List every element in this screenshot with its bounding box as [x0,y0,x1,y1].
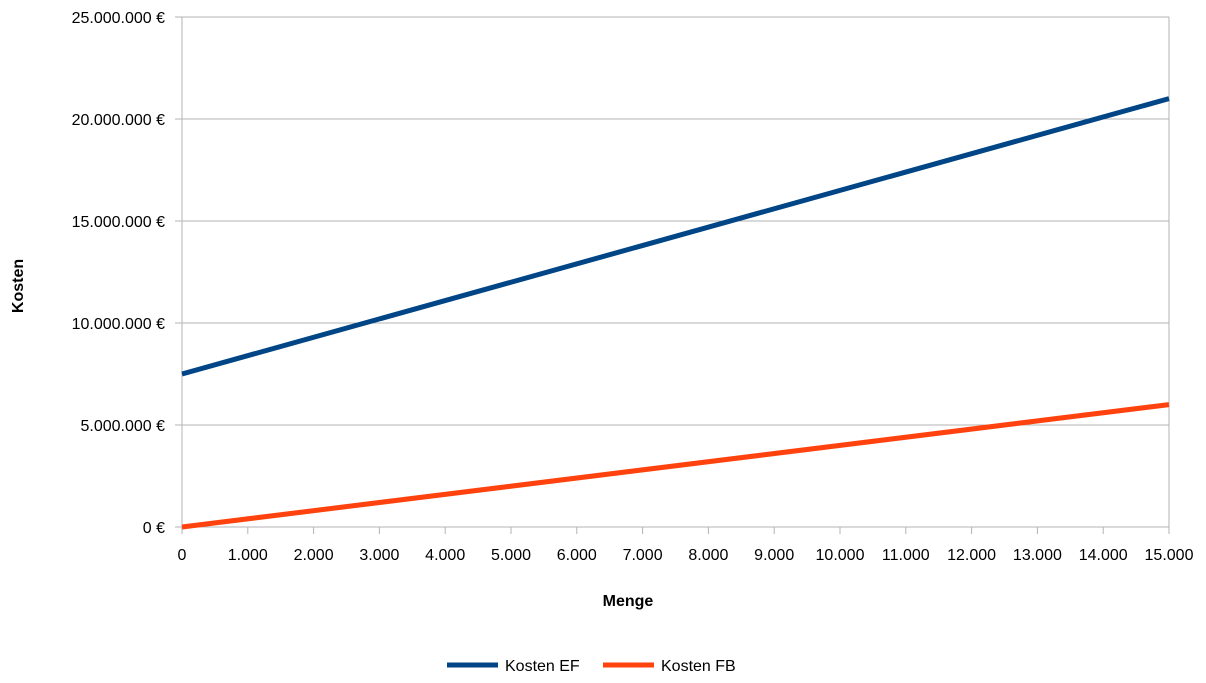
x-tick-label: 4.000 [425,547,465,564]
x-tick-label: 7.000 [623,547,663,564]
x-tick-label: 1.000 [228,547,268,564]
x-tick-label: 9.000 [754,547,794,564]
x-tick-label: 6.000 [557,547,597,564]
x-tick-label: 2.000 [294,547,334,564]
legend-item: Kosten EF [447,658,580,675]
y-tick-label: 0 € [143,520,165,537]
legend: Kosten EF Kosten FB [447,658,736,675]
x-tick-label: 8.000 [688,547,728,564]
grid-layer [182,16,1169,528]
y-axis-title: Kosten [10,259,27,313]
y-tick-label: 10.000.000 € [72,316,166,333]
label-layer: 0 € 5.000.000 € 10.000.000 € 15.000.000 € 20… [72,10,1194,564]
y-tick-label: 5.000.000 € [80,418,165,435]
x-tick-label: 5.000 [491,547,531,564]
x-tick-label: 15.000 [1145,547,1194,564]
series-line-1 [181,96,1170,377]
x-tick-label: 3.000 [359,547,399,564]
legend-label: Kosten EF [505,658,580,675]
x-tick-label: 14.000 [1079,547,1128,564]
legend-item: Kosten FB [603,658,736,675]
legend-label: Kosten FB [661,658,736,675]
series-line-2 [181,402,1170,530]
axis-layer [175,16,1170,534]
x-tick-label: 11.000 [882,547,930,564]
y-tick-label: 15.000.000 € [72,214,166,231]
x-tick-label: 12.000 [947,547,996,564]
x-tick-label: 0 [178,547,187,564]
x-tick-label: 13.000 [1013,547,1062,564]
y-tick-label: 20.000.000 € [72,112,166,129]
series-layer [181,96,1170,530]
x-tick-label: 10.000 [816,547,865,564]
x-axis-title: Menge [603,593,654,610]
y-tick-label: 25.000.000 € [72,10,166,27]
